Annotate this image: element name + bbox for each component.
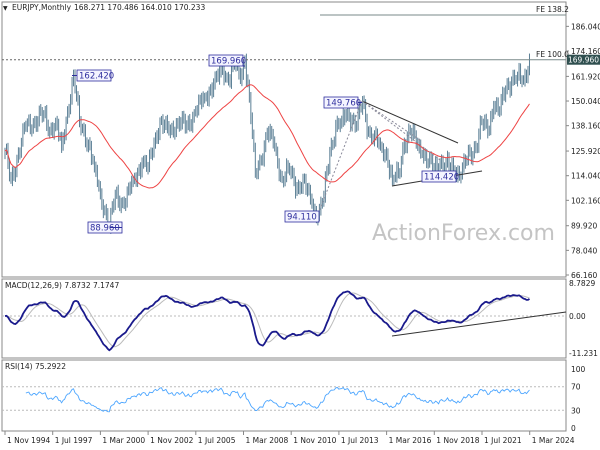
moving-average-line (4, 84, 530, 189)
price-tick-label: 114.040 (571, 172, 600, 181)
time-tick-label: 1 Mar 2024 (532, 436, 575, 445)
price-tick-label: 161.920 (571, 72, 600, 81)
annotation-label: 88.960 (90, 224, 120, 234)
rsi-panel (1, 359, 567, 432)
rsi-tick-label: 70 (571, 383, 581, 392)
rsi-tick-label: 30 (571, 406, 581, 415)
price-annotation: 169.960 (208, 54, 246, 67)
rsi-title: RSI(14) 75.2922 (5, 362, 66, 371)
price-annotation: 94.110 (284, 210, 320, 223)
time-tick-label: 1 Jul 1997 (55, 436, 93, 445)
price-annotation: 162.420 (72, 69, 114, 82)
price-panel (1, 1, 567, 278)
price-annotation: 114.420 (421, 170, 459, 183)
time-tick-label: 1 Mar 2008 (246, 436, 289, 445)
time-tick-label: 1 Jul 2021 (484, 436, 522, 445)
current-price-label: 169.960 (568, 56, 599, 65)
projection-dashed-line (361, 100, 441, 161)
price-tick-label: 78.040 (571, 246, 597, 255)
annotation-box (208, 54, 244, 67)
time-tick-label: 1 Nov 2018 (436, 436, 479, 445)
macd-title: MACD(12,26,9) 7.8732 7.1747 (5, 281, 119, 290)
watermark: ActionForex.com (372, 221, 555, 246)
time-tick-label: 1 Jul 2005 (198, 436, 236, 445)
macd-trendline (391, 311, 567, 337)
annotation-label: 149.760 (326, 99, 361, 109)
price-tick-label: 66.160 (571, 271, 597, 280)
triangle-upper-trendline (361, 100, 459, 144)
time-tick-label: 1 Mar 2000 (102, 436, 145, 445)
price-tick-label: 186.040 (571, 22, 600, 31)
annotation-label: 162.420 (79, 72, 114, 82)
chart-header-symbol: EURJPY,Monthly (12, 3, 72, 12)
time-tick-label: 1 Nov 1994 (7, 436, 50, 445)
price-tick-label: 125.920 (571, 147, 600, 156)
current-price-box (567, 54, 600, 65)
annotation-label: 114.420 (424, 173, 459, 183)
time-tick-label: 1 Jul 2013 (341, 436, 379, 445)
price-tick-label: 138.160 (571, 122, 600, 131)
rsi-line (25, 386, 530, 413)
chart-header-ohlc: 168.271 170.486 164.010 170.233 (74, 3, 205, 12)
rsi-tick-label: 100 (571, 365, 586, 374)
time-tick-label: 1 Nov 2010 (293, 436, 336, 445)
annotation-box (284, 210, 320, 223)
price-tick-label: 150.040 (571, 97, 600, 106)
current-price-marker: 169.960 (567, 54, 600, 65)
price-annotation: 149.760 (323, 96, 362, 109)
price-tick-label: 174.160 (571, 47, 600, 56)
annotation-box (421, 170, 457, 183)
annotation-label: 169.960 (211, 57, 246, 67)
price-annotation: 88.960 (87, 221, 123, 234)
annotation-label: 94.110 (287, 213, 317, 223)
time-tick-label: 1 Mar 2016 (389, 436, 432, 445)
level-label: FE 100.0 (536, 50, 569, 59)
macd-tick-label: 8.7829 (569, 279, 595, 288)
price-tick-label: 89.920 (571, 222, 597, 231)
level-label: FE 138.2 (536, 5, 569, 14)
macd-tick-label: 0.00 (569, 312, 586, 321)
time-tick-label: 1 Nov 2002 (150, 436, 193, 445)
macd-line (4, 290, 530, 352)
macd-tick-label: -11.231 (569, 349, 598, 358)
price-tick-label: 102.160 (571, 196, 600, 205)
macd-panel (1, 278, 567, 359)
rsi-tick-label: 0 (571, 424, 576, 433)
projection-dashed-line (317, 100, 363, 215)
header-dropdown-icon[interactable]: ▼ (3, 5, 8, 12)
